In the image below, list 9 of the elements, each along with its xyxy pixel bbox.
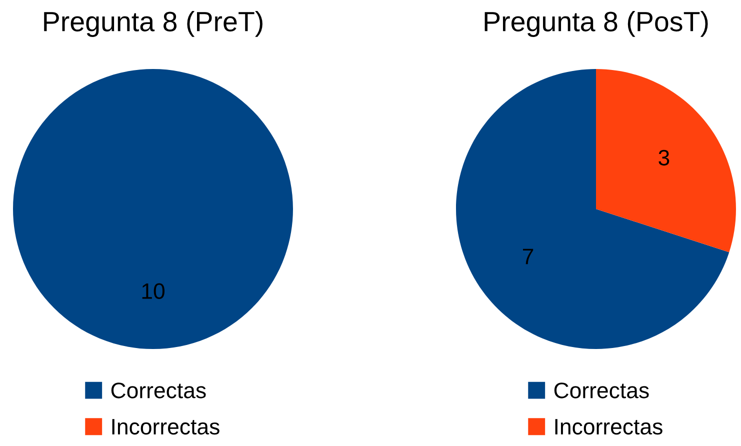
legend-label: Incorrectas (555, 419, 662, 435)
chart-title: Pregunta 8 (PosT) (484, 11, 708, 37)
data-label: 3 (658, 150, 670, 166)
chart-title: Pregunta 8 (PreT) (44, 11, 262, 37)
data-label: 7 (523, 248, 534, 264)
legend-label: Incorrectas (112, 419, 220, 435)
data-label: 10 (142, 283, 164, 299)
legend-label: Correctas (554, 382, 649, 398)
legend-label: Correctas (111, 382, 206, 398)
